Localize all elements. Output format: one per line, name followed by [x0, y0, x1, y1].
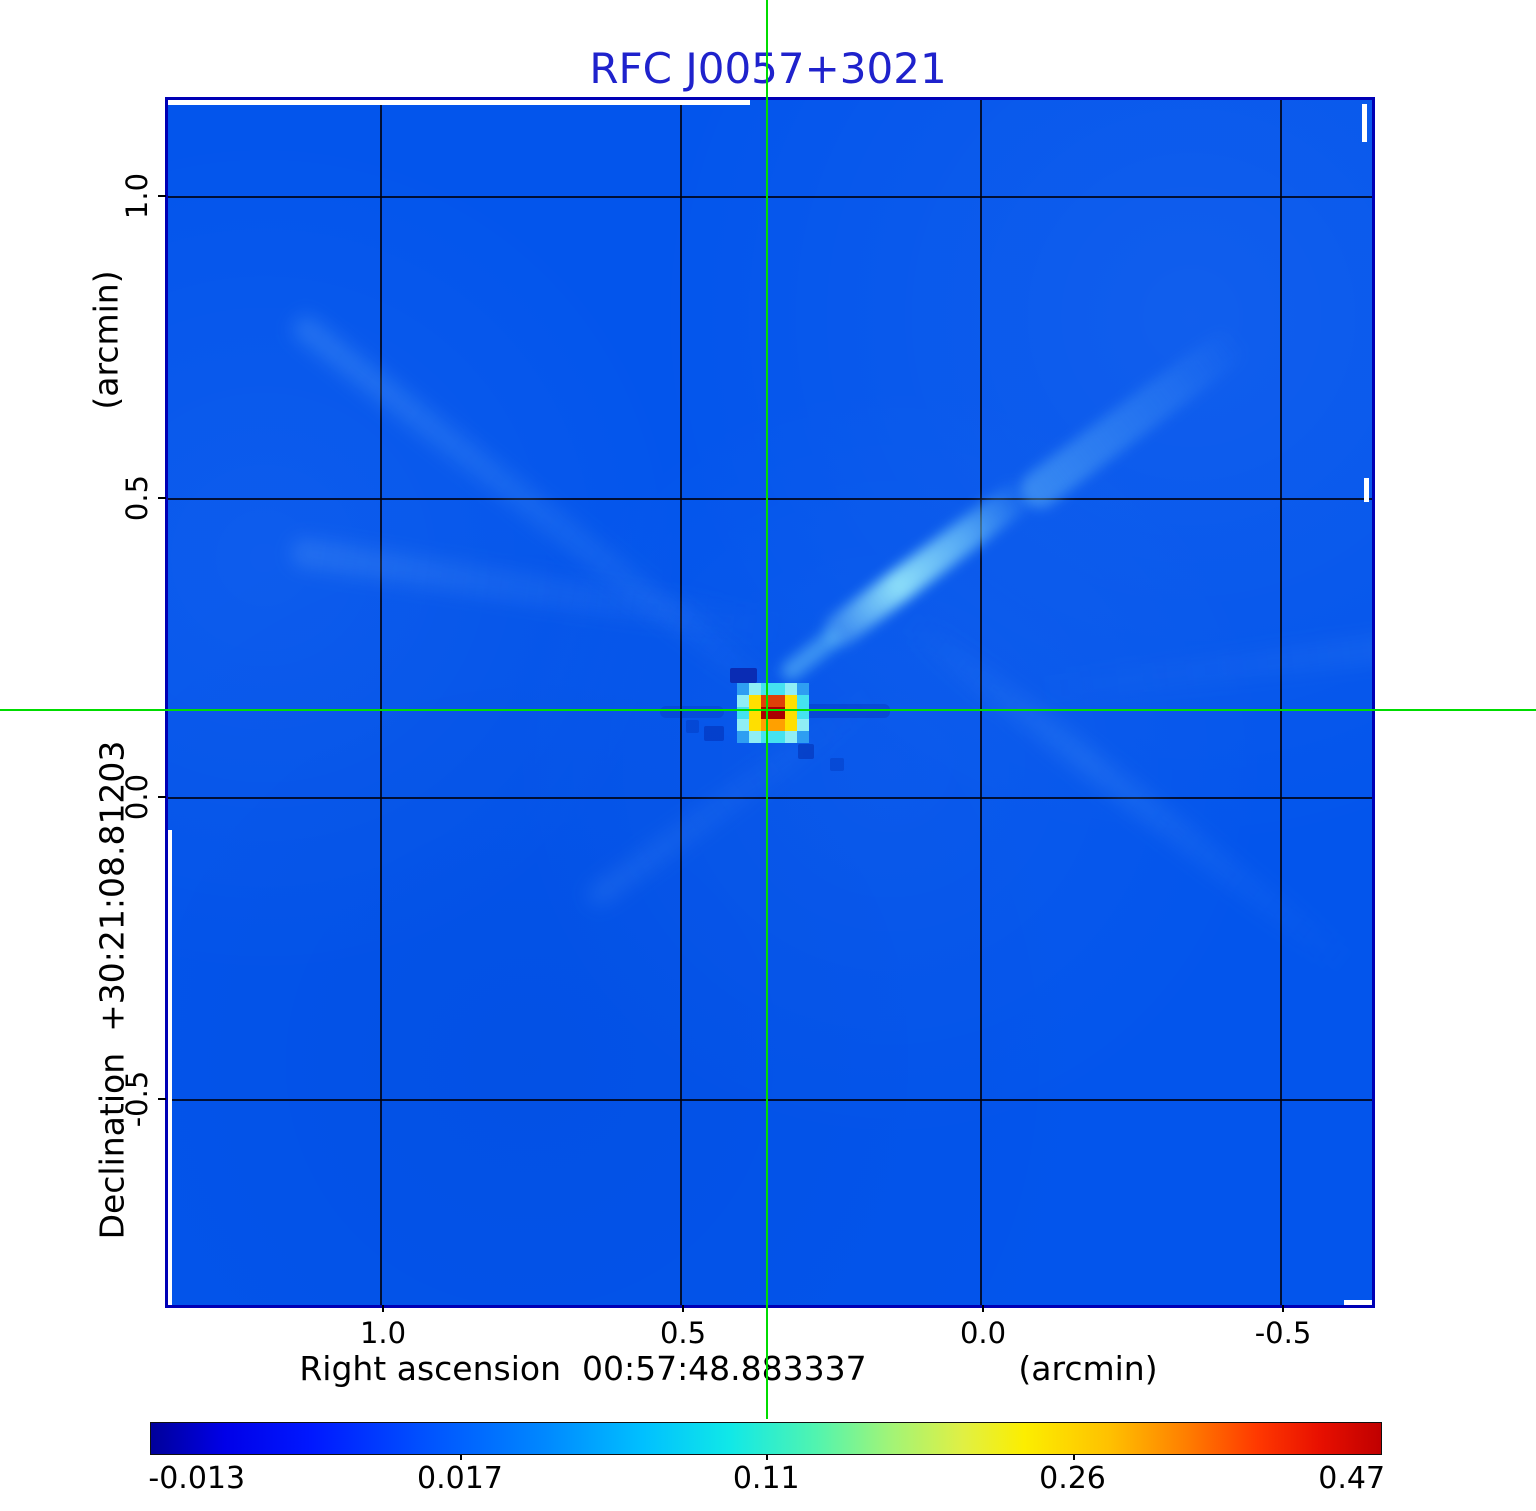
colorbar-tick-label: 0.26	[1039, 1461, 1106, 1496]
grid-line-vertical	[1280, 100, 1282, 1305]
y-axis-unit-label: (arcmin)	[86, 270, 126, 410]
y-axis-tick	[158, 796, 166, 798]
dark-sidelobe-spot	[730, 668, 757, 683]
source-pixel	[797, 731, 809, 743]
dark-sidelobe-band	[800, 704, 890, 718]
dark-sidelobe-band	[660, 706, 724, 718]
map-frame	[165, 97, 1375, 1308]
x-axis-tick	[1282, 1305, 1284, 1312]
y-axis-tick	[158, 1098, 166, 1100]
source-pixel	[773, 695, 785, 707]
map-field	[168, 100, 1372, 1305]
x-axis-label: Right ascension 00:57:48.883337	[299, 1349, 867, 1388]
source-pixel	[737, 731, 749, 743]
edge-artifact	[168, 830, 172, 1305]
edge-artifact	[1364, 478, 1369, 502]
grid-line-vertical	[380, 100, 382, 1305]
grid-line-vertical	[680, 100, 682, 1305]
source-pixel	[785, 683, 797, 695]
x-axis-unit-label: (arcmin)	[1018, 1349, 1158, 1388]
colorbar-tick-label: -0.013	[148, 1461, 246, 1496]
grid-line-horizontal	[168, 196, 1372, 198]
x-axis-tick	[682, 1305, 684, 1312]
x-axis-tick	[982, 1305, 984, 1312]
edge-artifact	[1344, 1300, 1372, 1305]
source-pixel	[737, 719, 749, 731]
colorbar-tick-label: 0.11	[732, 1461, 800, 1496]
source-pixel	[737, 695, 749, 707]
y-axis-tick	[158, 195, 166, 197]
grid-line-horizontal	[168, 1099, 1372, 1101]
source-pixel	[785, 719, 797, 731]
dark-sidelobe-spot	[830, 758, 844, 771]
edge-artifact	[1362, 104, 1367, 142]
colorbar-tick	[459, 1454, 462, 1460]
y-axis-label: Declination +30:21:08.81203	[92, 740, 132, 1240]
source-pixel	[797, 683, 809, 695]
source-pixel	[797, 719, 809, 731]
dark-sidelobe-spot	[704, 726, 724, 741]
colorbar-tick	[1072, 1454, 1075, 1460]
source-pixel	[785, 695, 797, 707]
colorbar-tick-label: 0.017	[417, 1461, 503, 1496]
source-pixel	[749, 731, 761, 743]
x-tick-label: -0.5	[1254, 1316, 1312, 1350]
source-pixel	[749, 719, 761, 731]
source-pixel	[749, 683, 761, 695]
edge-artifact	[168, 100, 750, 105]
sidelobe-ray	[288, 536, 788, 644]
source-pixel	[773, 719, 785, 731]
y-tick-label: 1.0	[120, 172, 154, 220]
jet-streak	[1013, 322, 1253, 516]
jet-streak	[777, 625, 845, 685]
sidelobe-ray	[287, 310, 809, 726]
x-tick-label: 0.0	[959, 1316, 1007, 1350]
colorbar-gradient	[150, 1422, 1382, 1455]
plot-title: RFC J0057+3021	[589, 44, 947, 93]
colorbar-tick-label: 0.47	[1318, 1461, 1386, 1496]
source-pixel	[773, 731, 785, 743]
source-pixel	[749, 695, 761, 707]
colorbar-tick	[766, 1454, 769, 1460]
sidelobe-ray	[1028, 612, 1372, 706]
source-pixel	[797, 695, 809, 707]
source-pixel	[785, 731, 797, 743]
source-pixel	[737, 683, 749, 695]
x-axis-tick	[382, 1305, 384, 1312]
y-tick-label: 0.5	[120, 474, 154, 522]
source-pixel-grid	[737, 683, 809, 743]
x-tick-label: 0.5	[659, 1316, 707, 1350]
dark-sidelobe-spot	[686, 720, 699, 733]
grid-line-horizontal	[168, 797, 1372, 799]
source-pixel	[773, 683, 785, 695]
y-axis-tick	[158, 497, 166, 499]
dark-sidelobe-spot	[798, 744, 814, 759]
grid-line-horizontal	[168, 498, 1372, 500]
grid-line-vertical	[980, 100, 982, 1305]
x-tick-label: 1.0	[359, 1316, 407, 1350]
crosshair-horizontal-line	[0, 709, 1536, 711]
